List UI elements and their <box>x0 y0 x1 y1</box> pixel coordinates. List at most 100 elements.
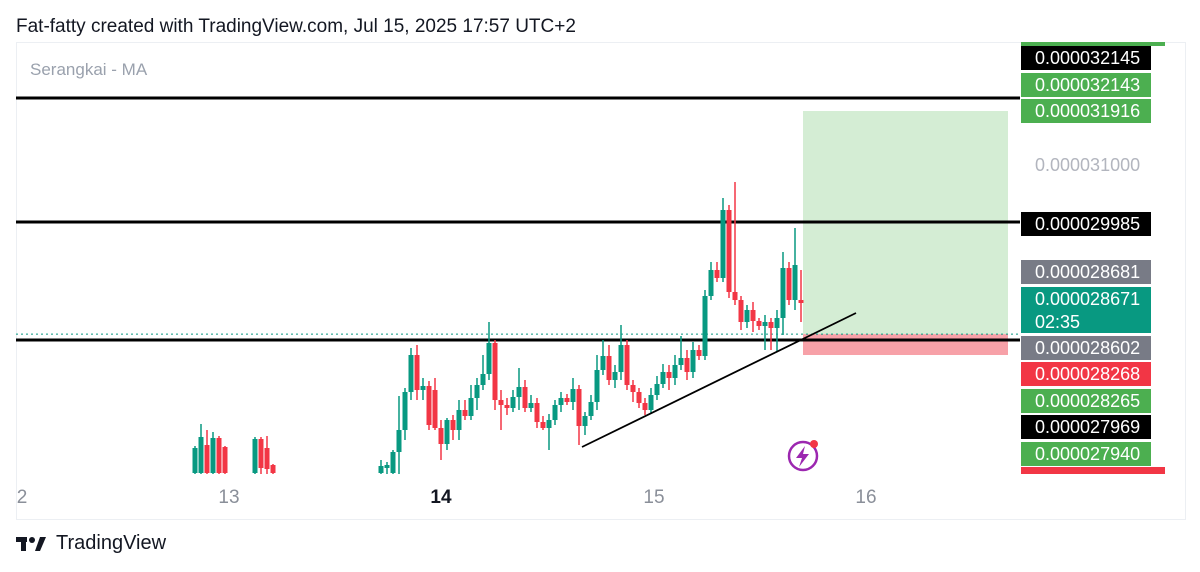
trendline[interactable] <box>581 312 857 448</box>
candle[interactable] <box>252 437 258 474</box>
price-label[interactable]: 0.000028681 <box>1021 260 1151 284</box>
candle[interactable] <box>720 198 726 282</box>
candle[interactable] <box>684 350 690 380</box>
candle[interactable] <box>600 340 606 375</box>
price-label[interactable]: 0.000032143 <box>1021 73 1151 97</box>
candle[interactable] <box>594 355 600 410</box>
candle[interactable] <box>570 378 576 410</box>
candle[interactable] <box>198 424 204 474</box>
candle[interactable] <box>642 398 648 415</box>
candle[interactable] <box>588 395 594 420</box>
candle[interactable] <box>504 398 510 415</box>
candle[interactable] <box>270 464 276 474</box>
price-label[interactable]: 02:35 <box>1021 311 1151 333</box>
candle[interactable] <box>762 315 768 350</box>
candle[interactable] <box>552 400 558 425</box>
candle[interactable] <box>696 345 702 360</box>
candle[interactable] <box>378 460 384 474</box>
candle[interactable] <box>690 342 696 378</box>
indicator-legend[interactable]: Serangkai - MA <box>30 60 148 79</box>
candle[interactable] <box>678 336 684 370</box>
candle[interactable] <box>468 385 474 420</box>
candle[interactable] <box>546 414 552 450</box>
candle[interactable] <box>780 252 786 335</box>
price-label[interactable]: 0.000028671 <box>1021 287 1151 311</box>
price-label[interactable]: 0.000027940 <box>1021 442 1151 466</box>
candle[interactable] <box>402 388 408 440</box>
candle[interactable] <box>438 420 444 460</box>
tradingview-logo-icon <box>16 536 46 551</box>
candle[interactable] <box>540 416 546 430</box>
candle[interactable] <box>474 378 480 410</box>
candle[interactable] <box>426 381 432 430</box>
lightning-alert-icon[interactable] <box>787 440 819 472</box>
candle[interactable] <box>648 388 654 414</box>
price-label[interactable]: 0.000031916 <box>1021 99 1151 123</box>
candle[interactable] <box>444 418 450 450</box>
candle[interactable] <box>702 290 708 360</box>
candle[interactable] <box>522 380 528 412</box>
candle[interactable] <box>192 446 198 474</box>
price-label[interactable]: 0.000028602 <box>1021 336 1151 360</box>
candle[interactable] <box>480 355 486 390</box>
candle[interactable] <box>204 430 210 474</box>
candle[interactable] <box>576 385 582 445</box>
candle[interactable] <box>396 396 402 474</box>
candle[interactable] <box>534 398 540 428</box>
candle[interactable] <box>654 376 660 400</box>
candle[interactable] <box>264 436 270 474</box>
candle[interactable] <box>774 310 780 352</box>
price-label[interactable]: 0.000027969 <box>1021 415 1151 439</box>
candle[interactable] <box>606 345 612 385</box>
candle[interactable] <box>756 318 762 330</box>
candle[interactable] <box>528 395 534 412</box>
candle[interactable] <box>498 390 504 430</box>
candle[interactable] <box>792 228 798 310</box>
price-label[interactable]: 0.000029985 <box>1021 212 1151 236</box>
candle[interactable] <box>768 318 774 350</box>
candle[interactable] <box>450 415 456 440</box>
price-label[interactable]: 0.000031000 <box>1035 155 1141 175</box>
candle[interactable] <box>660 364 666 388</box>
candle[interactable] <box>456 400 462 440</box>
candle[interactable] <box>798 270 804 322</box>
candle[interactable] <box>486 322 492 380</box>
candle[interactable] <box>624 340 630 390</box>
candle[interactable] <box>786 262 792 305</box>
candle[interactable] <box>618 325 624 380</box>
candle[interactable] <box>414 345 420 400</box>
candle[interactable] <box>732 182 738 305</box>
candle[interactable] <box>558 392 564 412</box>
candle[interactable] <box>216 436 222 474</box>
candle[interactable] <box>636 388 642 408</box>
price-label[interactable]: 0.000028268 <box>1021 362 1151 386</box>
candle[interactable] <box>726 205 732 298</box>
candle[interactable] <box>432 378 438 430</box>
candle[interactable] <box>750 302 756 332</box>
candle[interactable] <box>564 394 570 405</box>
candle[interactable] <box>408 348 414 400</box>
candle[interactable] <box>708 262 714 300</box>
candle[interactable] <box>462 400 468 420</box>
candle[interactable] <box>714 262 720 282</box>
candle[interactable] <box>510 390 516 412</box>
candle[interactable] <box>492 340 498 410</box>
candle[interactable] <box>672 355 678 385</box>
candle[interactable] <box>258 437 264 474</box>
candle[interactable] <box>582 412 588 435</box>
candle[interactable] <box>612 365 618 388</box>
candle[interactable] <box>384 462 390 474</box>
candle[interactable] <box>738 296 744 330</box>
candle[interactable] <box>516 368 522 410</box>
price-label[interactable]: 0.000028265 <box>1021 389 1151 413</box>
candle[interactable] <box>222 446 228 474</box>
candle[interactable] <box>666 365 672 390</box>
candle[interactable] <box>420 378 426 400</box>
stop-zone[interactable] <box>803 334 1008 355</box>
candle[interactable] <box>390 450 396 474</box>
price-label[interactable]: 0.000032145 <box>1021 46 1151 70</box>
candle[interactable] <box>744 305 750 328</box>
candle[interactable] <box>630 380 636 402</box>
candle[interactable] <box>210 432 216 474</box>
